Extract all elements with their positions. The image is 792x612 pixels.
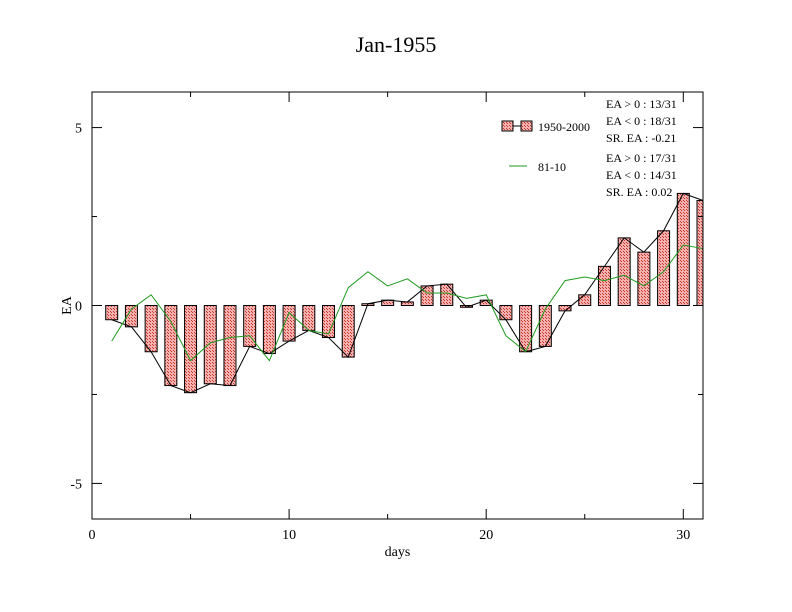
x-tick-label: 30 — [676, 528, 690, 543]
legend-stat-text: EA < 0 : 18/31 — [606, 114, 677, 128]
legend-label-1950-2000: 1950-2000 — [538, 120, 590, 134]
bar-day-5 — [184, 305, 198, 394]
bar-day-28 — [637, 251, 651, 306]
bar-day-4 — [164, 305, 178, 387]
x-axis-label: days — [385, 545, 411, 560]
x-tick-label: 20 — [479, 528, 493, 543]
legend: 1950-2000 81-10 EA > 0 : 13/31 EA < 0 : 18/… — [501, 97, 677, 199]
bar-day-1 — [105, 305, 119, 321]
y-tick-label: -5 — [70, 477, 82, 492]
line-1950-2000 — [111, 192, 704, 394]
legend-stat-text: EA < 0 : 14/31 — [606, 168, 677, 182]
bar-day-18 — [440, 283, 454, 306]
legend-bar-swatch — [520, 120, 533, 132]
legend-bar-swatch — [501, 120, 514, 132]
bar-day-9 — [262, 305, 276, 355]
y-tick-label: 5 — [75, 122, 82, 137]
bar-day-6 — [203, 305, 217, 385]
legend-stat-text: SR. EA : -0.21 — [606, 131, 676, 145]
legend-label-81-10: 81-10 — [538, 160, 566, 174]
chart-title: Jan-1955 — [355, 32, 437, 57]
bar-day-16 — [400, 301, 414, 307]
bar-day-24 — [558, 305, 572, 312]
legend-stat-text: EA > 0 : 17/31 — [606, 151, 677, 165]
legend-stat-text: EA > 0 : 13/31 — [606, 97, 677, 111]
x-tick-label: 0 — [89, 528, 96, 543]
legend-stat-text: SR. EA : 0.02 — [606, 185, 672, 199]
bar-day-3 — [144, 305, 158, 353]
bar-day-25 — [578, 294, 592, 307]
bars-layer — [105, 192, 704, 394]
bar-day-23 — [538, 305, 552, 347]
y-tick-label: 0 — [75, 300, 82, 315]
bar-day-13 — [341, 305, 355, 358]
bar-day-21 — [499, 305, 513, 321]
line-81-10 — [111, 244, 704, 362]
bar-day-7 — [223, 305, 237, 387]
bar-day-30 — [676, 192, 690, 307]
y-axis-label: EA — [60, 295, 75, 315]
lines-layer — [111, 192, 704, 394]
x-tick-label: 10 — [282, 528, 296, 543]
bar-day-27 — [617, 237, 631, 306]
ticks-layer: 0 10 20 30 5 0 -5 — [70, 92, 703, 543]
bar-day-29 — [657, 230, 671, 306]
